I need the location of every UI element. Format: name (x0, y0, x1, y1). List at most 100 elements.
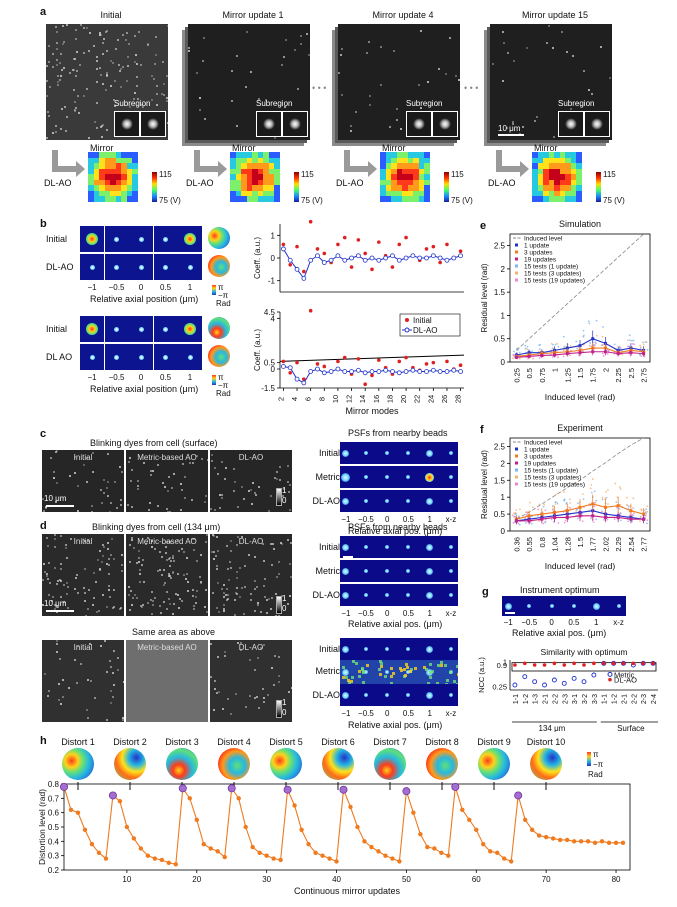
psf-spot (89, 354, 95, 360)
mirror-pixel (576, 179, 582, 186)
fluorescent-spot (102, 555, 104, 557)
fluorescent-spot (106, 719, 108, 721)
test-point (619, 503, 622, 506)
mirror-pixel (576, 174, 582, 181)
mirror-pixel (537, 174, 544, 181)
dl-ao-point (328, 257, 334, 263)
plot-frame (509, 233, 651, 363)
series-marker (540, 517, 544, 521)
fluorescent-spot (289, 509, 291, 511)
y-axis-title: Distortion level (rad) (37, 789, 47, 865)
fluorescent-spot (93, 45, 95, 47)
initial-point (288, 263, 293, 267)
psf-spot (385, 569, 390, 573)
series-marker (527, 519, 531, 523)
mirror-pixel (88, 190, 95, 197)
fluorescent-spot (168, 575, 170, 577)
fluorescent-spot (255, 494, 257, 496)
axial-tick-label: 0.5 (159, 283, 172, 292)
noise-speckle (357, 675, 361, 679)
fluorescent-spot (65, 547, 67, 549)
fluorescent-spot (214, 509, 216, 511)
mirror-pixel (115, 168, 122, 175)
mirror-pixel (235, 152, 242, 159)
psf-row (340, 466, 458, 488)
test-point (626, 504, 628, 506)
mirror-pixel (559, 179, 566, 186)
fluorescent-spot (147, 602, 149, 604)
fluorescent-spot (73, 58, 75, 60)
fluorescent-spot (118, 64, 120, 66)
dlao-point (532, 663, 537, 667)
arrow-shaft (344, 166, 370, 172)
test-point (619, 347, 622, 349)
test-point (646, 519, 649, 522)
fluorescent-spot (236, 587, 238, 589)
mirror-pixel (263, 190, 270, 197)
fluorescent-spot (180, 509, 182, 511)
y-tick-label: 0.4 (48, 837, 60, 846)
distortion-phase-map (114, 748, 146, 780)
initial-point (431, 360, 436, 365)
noise-speckle (403, 668, 407, 672)
fluorescent-spot (199, 576, 201, 578)
mirror-pixel (554, 179, 561, 186)
fluorescent-spot (175, 593, 177, 595)
mirror-pixel (548, 168, 555, 175)
mirror-pixel (402, 174, 409, 181)
mirror-pixel (241, 179, 248, 186)
fluorescent-spot (67, 586, 69, 588)
test-point (562, 335, 565, 338)
fluorescent-spot (151, 540, 153, 542)
noise-speckle (444, 683, 448, 684)
mirror-pixel (88, 163, 95, 170)
fluorescent-spot (272, 543, 274, 545)
mirror-pixel (424, 157, 430, 164)
fluorescent-spot (276, 576, 278, 578)
dlao-point (562, 663, 567, 667)
fluorescent-spot (583, 70, 585, 72)
legend-marker (515, 475, 518, 479)
distortion-point (481, 842, 486, 847)
series-marker (642, 512, 646, 516)
xz-psf-spot (616, 604, 621, 608)
test-point (595, 334, 598, 337)
distortion-peak-marker (514, 791, 523, 800)
panel-d-lower-image-label: Metric-based AO (137, 643, 197, 652)
test-point (601, 510, 603, 513)
mirror-pixel (380, 152, 387, 159)
mirror-pixel (268, 185, 275, 192)
fluorescent-spot (172, 613, 174, 615)
mirror-pixel (263, 163, 270, 170)
legend-label: 3 updates (524, 250, 553, 257)
fluorescent-spot (289, 595, 291, 597)
phase-minus-pi-label: −π (593, 760, 604, 769)
fluorescent-spot (113, 589, 115, 591)
fluorescent-spot (107, 495, 109, 497)
test-point (556, 342, 559, 345)
fluorescent-spot (120, 86, 122, 88)
mirror-pixel (246, 163, 253, 170)
peak-arrow (337, 782, 339, 790)
legend-dlao-label: DL-AO (614, 676, 637, 685)
mirror-pixel (391, 168, 398, 175)
fluorescent-spot (182, 463, 184, 465)
noise-speckle (413, 667, 417, 671)
phase-pi-label: π (218, 283, 224, 292)
fluorescent-spot (341, 48, 343, 50)
fluorescent-spot (507, 52, 509, 54)
legend-marker (515, 264, 518, 268)
test-point (593, 505, 596, 508)
test-point (639, 516, 642, 519)
mirror-pixel (559, 152, 566, 159)
y-tick-label: 0.7 (48, 794, 60, 803)
fluorescent-spot (83, 27, 85, 29)
distortion-point (82, 827, 88, 833)
y-axis-title: Coeff. (a.u.) (253, 329, 262, 371)
fluorescent-spot (120, 499, 122, 501)
subregion-box (558, 111, 584, 137)
panel-c-image: Initial (42, 450, 124, 512)
mirror-pixel (413, 152, 420, 159)
fluorescent-spot (420, 107, 422, 109)
